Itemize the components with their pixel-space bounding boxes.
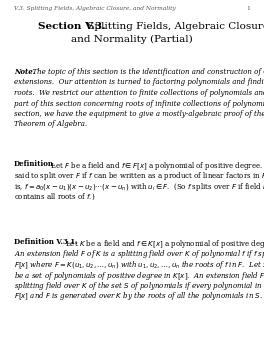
Text: $F[x]$ and $F$ is generated over $K$ by the roots of all the polynomials in $S$.: $F[x]$ and $F$ is generated over $K$ by … (14, 291, 263, 302)
Text: roots.  We restrict our attention to finite collections of polynomials and omit : roots. We restrict our attention to fini… (14, 89, 264, 97)
Text: contains all roots of $f$.): contains all roots of $f$.) (14, 192, 95, 202)
Text: V.3. Splitting Fields, Algebraic Closure, and Normality: V.3. Splitting Fields, Algebraic Closure… (14, 6, 176, 11)
Text: Definition.: Definition. (14, 160, 56, 168)
Text: An extension field $F$ of $K$ is a splitting field over $K$ of polynomial $f$ if: An extension field $F$ of $K$ is a split… (14, 249, 264, 261)
Text: $F[x]$ where $F = K(u_1, u_2, \ldots, u_n)$ with $u_1, u_2, \ldots, u_n$ the roo: $F[x]$ where $F = K(u_1, u_2, \ldots, u_… (14, 259, 264, 271)
Text: and Normality (Partial): and Normality (Partial) (71, 35, 193, 44)
Text: Note.: Note. (14, 68, 35, 76)
Text: Definition V.3.1.: Definition V.3.1. (14, 238, 78, 246)
Text: Splitting Fields, Algebraic Closure,: Splitting Fields, Algebraic Closure, (84, 22, 264, 31)
Text: Let $F$ be a field and $f \in F[x]$ a polynomial of positive degree.  $f$ is: Let $F$ be a field and $f \in F[x]$ a po… (46, 160, 264, 172)
Text: said to split over $F$ if $f$ can be written as a product of linear factors in $: said to split over $F$ if $f$ can be wri… (14, 170, 264, 182)
Text: extensions.  Our attention is turned to factoring polynomials and finding their: extensions. Our attention is turned to f… (14, 78, 264, 87)
Text: The topic of this section is the identification and construction of Galois: The topic of this section is the identif… (29, 68, 264, 76)
Text: section, we have the equipment to give a mostly-algebraic proof of the Fundament: section, we have the equipment to give a… (14, 110, 264, 118)
Text: part of this section concerning roots of infinite collections of polynomials.  A: part of this section concerning roots of… (14, 100, 264, 107)
Text: Let $K$ be a field and $f \in K[x]$ a polynomial of positive degree.: Let $K$ be a field and $f \in K[x]$ a po… (63, 238, 264, 250)
Text: splitting field over $K$ of the set $S$ of polynomials if every polynomial in $S: splitting field over $K$ of the set $S$ … (14, 280, 264, 292)
Text: Section V.3.: Section V.3. (38, 22, 105, 31)
Text: 1: 1 (246, 6, 250, 11)
Text: Theorem of Algebra.: Theorem of Algebra. (14, 120, 87, 129)
Text: be a set of polynomials of positive degree in $K[x]$.  An extension field $F$ of: be a set of polynomials of positive degr… (14, 269, 264, 282)
Text: is, $f = a_0(x-u_1)(x-u_2)\cdots(x-u_n)$ with $u_i \in F$.  (So $f$ splits over : is, $f = a_0(x-u_1)(x-u_2)\cdots(x-u_n)$… (14, 181, 264, 193)
